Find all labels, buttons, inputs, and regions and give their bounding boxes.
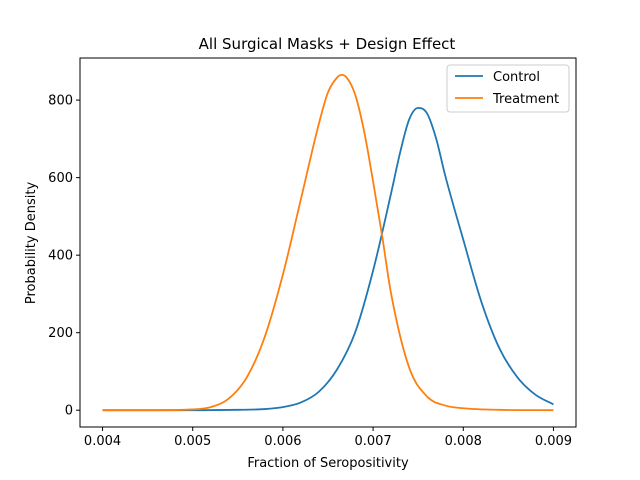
y-tick-label: 600 (48, 171, 73, 186)
y-axis-label: Probability Density (24, 182, 39, 305)
legend-label-treatment: Treatment (492, 92, 559, 107)
legend-label-control: Control (493, 70, 540, 85)
y-tick-label: 400 (48, 249, 73, 264)
plot-frame (79, 57, 577, 428)
y-tick-label: 200 (48, 326, 73, 341)
plot-area (80, 58, 576, 427)
series-line-control (102, 106, 554, 412)
x-tick-label: 0.006 (264, 434, 301, 449)
x-tick-label: 0.004 (84, 434, 121, 449)
x-tick-label: 0.007 (354, 434, 391, 449)
series-line-treatment (102, 74, 554, 412)
chart-title: All Surgical Masks + Design Effect (199, 35, 456, 53)
y-tick-label: 800 (48, 94, 73, 109)
x-axis-label: Fraction of Seropositivity (247, 456, 409, 471)
y-tick-label: 0 (65, 404, 73, 419)
x-tick-label: 0.005 (174, 434, 211, 449)
series-layer (102, 74, 554, 412)
legend: Control Treatment (446, 64, 570, 113)
x-axis: 0.004 0.005 0.006 0.007 0.008 0.009 (84, 427, 572, 449)
y-axis: 0 200 400 600 800 (48, 94, 80, 419)
x-tick-label: 0.008 (445, 434, 482, 449)
x-tick-label: 0.009 (535, 434, 572, 449)
